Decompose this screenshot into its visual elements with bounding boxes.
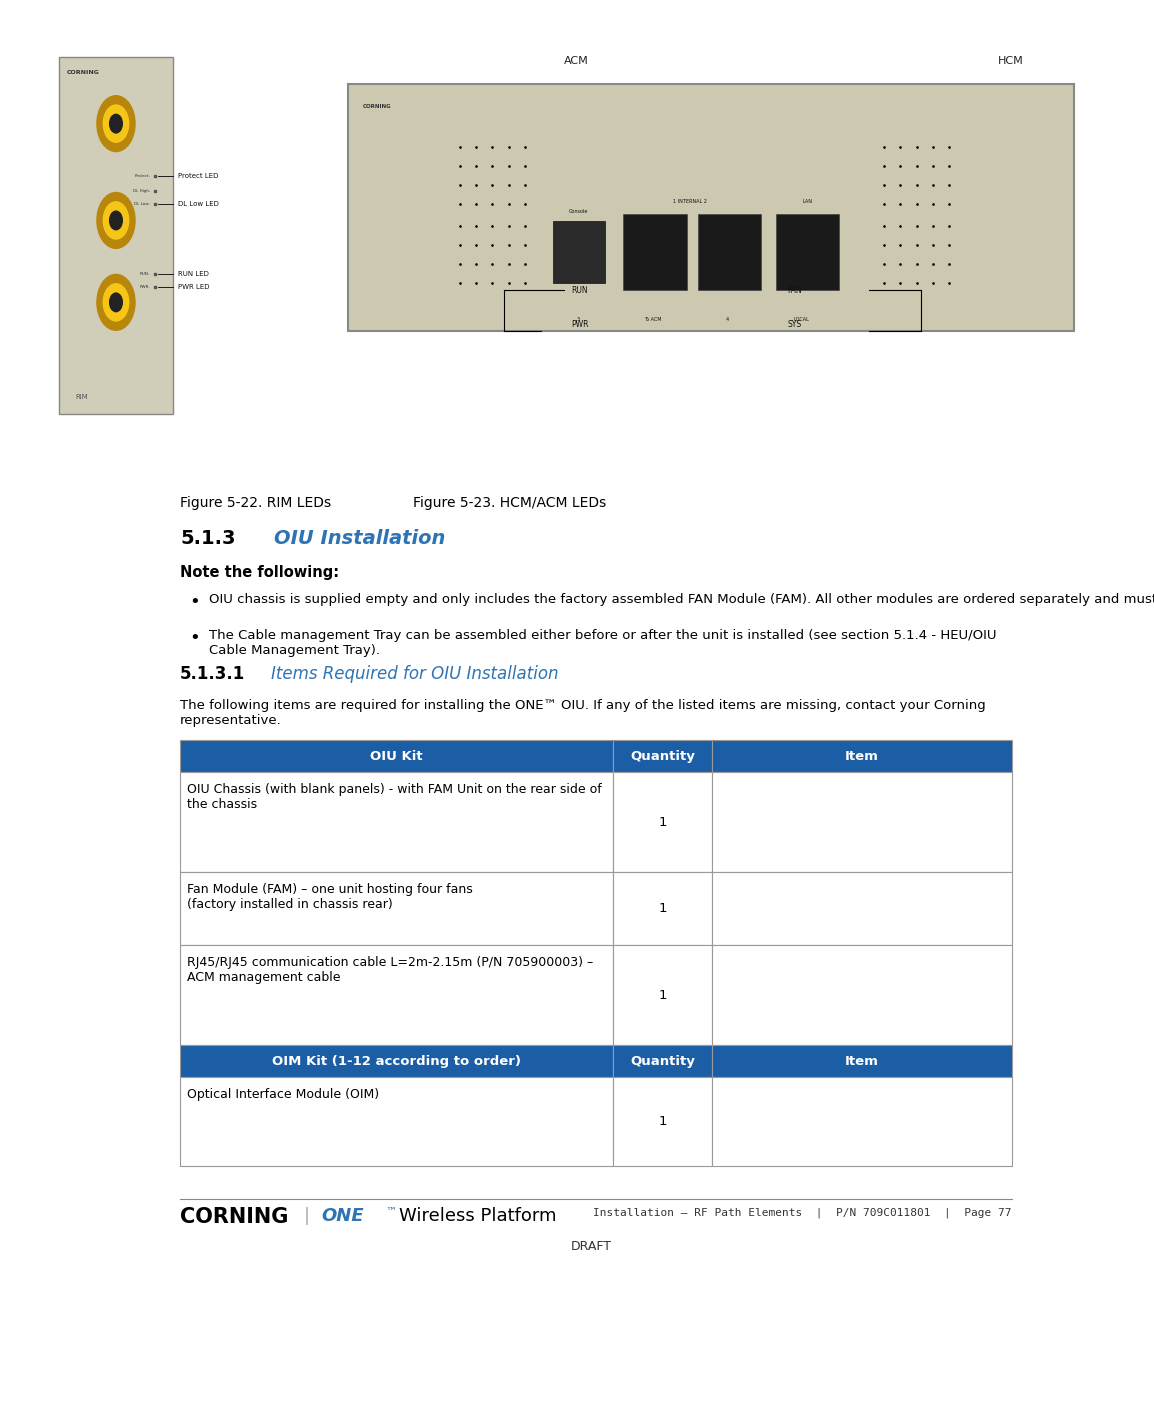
Text: Optical Interface Module (OIM): Optical Interface Module (OIM) (187, 1087, 380, 1102)
Bar (712, 946, 1012, 1045)
Text: OIM Kit (1-12 according to order): OIM Kit (1-12 according to order) (272, 1055, 520, 1068)
Circle shape (110, 114, 122, 133)
Text: DRAFT: DRAFT (571, 1239, 612, 1253)
Bar (613, 946, 712, 1045)
Text: 1 INTERNAL 2: 1 INTERNAL 2 (673, 200, 707, 204)
Text: ™: ™ (385, 1207, 397, 1217)
Text: SYS: SYS (787, 320, 801, 329)
Text: RUN-: RUN- (140, 273, 150, 277)
Text: •: • (189, 629, 200, 648)
Bar (180, 740, 613, 773)
Text: RJ45/RJ45 communication cable L=2m-2.15m (P/N 705900003) –
ACM management cable: RJ45/RJ45 communication cable L=2m-2.15m… (187, 957, 593, 983)
Bar (613, 773, 712, 871)
Bar (623, 215, 687, 291)
Text: ACM: ACM (563, 56, 589, 66)
Text: PWR: PWR (571, 320, 589, 329)
Bar (59, 56, 173, 414)
Text: To ACM: To ACM (644, 318, 661, 322)
Text: 4: 4 (726, 318, 729, 322)
Text: Item: Item (845, 1055, 879, 1068)
Text: OIU chassis is supplied empty and only includes the factory assembled FAN Module: OIU chassis is supplied empty and only i… (209, 593, 1154, 606)
Text: •: • (189, 593, 200, 611)
Text: RIM: RIM (75, 395, 88, 400)
Text: |: | (304, 1207, 309, 1225)
Text: Item: Item (845, 749, 879, 763)
Text: Items Required for OIU Installation: Items Required for OIU Installation (271, 665, 559, 683)
Text: OIU Chassis (with blank panels) - with FAM Unit on the rear side of
the chassis: OIU Chassis (with blank panels) - with F… (187, 783, 602, 811)
Bar (698, 215, 760, 291)
Text: 3: 3 (577, 318, 580, 322)
Text: CORNING: CORNING (180, 1207, 288, 1227)
Text: Protect LED: Protect LED (178, 173, 218, 178)
Bar (347, 83, 1073, 332)
Bar (180, 1078, 613, 1166)
Bar (712, 773, 1012, 871)
Text: CORNING: CORNING (362, 104, 391, 110)
Text: 1: 1 (658, 902, 667, 915)
Text: Console: Console (569, 209, 589, 215)
Text: LAN: LAN (802, 200, 812, 204)
Text: RUN: RUN (571, 285, 587, 295)
Text: Fan Module (FAM) – one unit hosting four fans
(factory installed in chassis rear: Fan Module (FAM) – one unit hosting four… (187, 882, 473, 910)
Text: 1: 1 (658, 1116, 667, 1128)
Text: Protect-: Protect- (134, 174, 150, 178)
Text: PWR-: PWR- (140, 285, 150, 289)
Circle shape (110, 211, 122, 230)
Bar (712, 740, 1012, 773)
Text: 1: 1 (658, 989, 667, 1002)
Text: CORNING: CORNING (67, 70, 99, 74)
Text: OIU Installation: OIU Installation (273, 528, 445, 548)
Text: DL High-: DL High- (133, 188, 150, 192)
Text: FAN: FAN (787, 285, 802, 295)
Text: OIU Kit: OIU Kit (370, 749, 422, 763)
Text: LOCAL: LOCAL (794, 318, 810, 322)
Bar (180, 946, 613, 1045)
Circle shape (104, 202, 128, 239)
Bar (613, 1045, 712, 1078)
Circle shape (97, 192, 135, 249)
Text: DL Low-: DL Low- (134, 202, 150, 205)
Text: ONE: ONE (321, 1207, 364, 1225)
Circle shape (104, 105, 128, 142)
Bar (180, 1045, 613, 1078)
Text: Figure 5-22. RIM LEDs: Figure 5-22. RIM LEDs (180, 496, 331, 510)
Circle shape (97, 96, 135, 152)
Text: Installation – RF Path Elements  |  P/N 709C011801  |  Page 77: Installation – RF Path Elements | P/N 70… (593, 1207, 1012, 1218)
Text: Quantity: Quantity (630, 749, 695, 763)
Text: Quantity: Quantity (630, 1055, 695, 1068)
Text: The Cable management Tray can be assembled either before or after the unit is in: The Cable management Tray can be assembl… (209, 629, 996, 658)
Text: 5.1.3.1: 5.1.3.1 (180, 665, 246, 683)
Circle shape (104, 284, 128, 320)
Text: 1: 1 (658, 815, 667, 829)
Bar (712, 1078, 1012, 1166)
Bar (613, 1078, 712, 1166)
Bar (180, 773, 613, 871)
Text: The following items are required for installing the ONE™ OIU. If any of the list: The following items are required for ins… (180, 698, 986, 726)
Text: PWR LED: PWR LED (178, 284, 210, 291)
Bar (712, 871, 1012, 946)
Text: DL Low LED: DL Low LED (178, 201, 219, 207)
Bar (775, 215, 839, 291)
Bar (712, 1045, 1012, 1078)
Text: Wireless Platform: Wireless Platform (399, 1207, 556, 1225)
Bar (180, 871, 613, 946)
Text: HCM: HCM (997, 56, 1024, 66)
Bar (613, 740, 712, 773)
Text: RUN LED: RUN LED (178, 271, 209, 277)
Circle shape (110, 294, 122, 312)
Circle shape (97, 274, 135, 330)
Bar (613, 871, 712, 946)
Text: Figure 5-23. HCM/ACM LEDs: Figure 5-23. HCM/ACM LEDs (413, 496, 606, 510)
Text: Note the following:: Note the following: (180, 565, 339, 579)
Text: 5.1.3: 5.1.3 (180, 528, 235, 548)
Bar (553, 221, 605, 284)
